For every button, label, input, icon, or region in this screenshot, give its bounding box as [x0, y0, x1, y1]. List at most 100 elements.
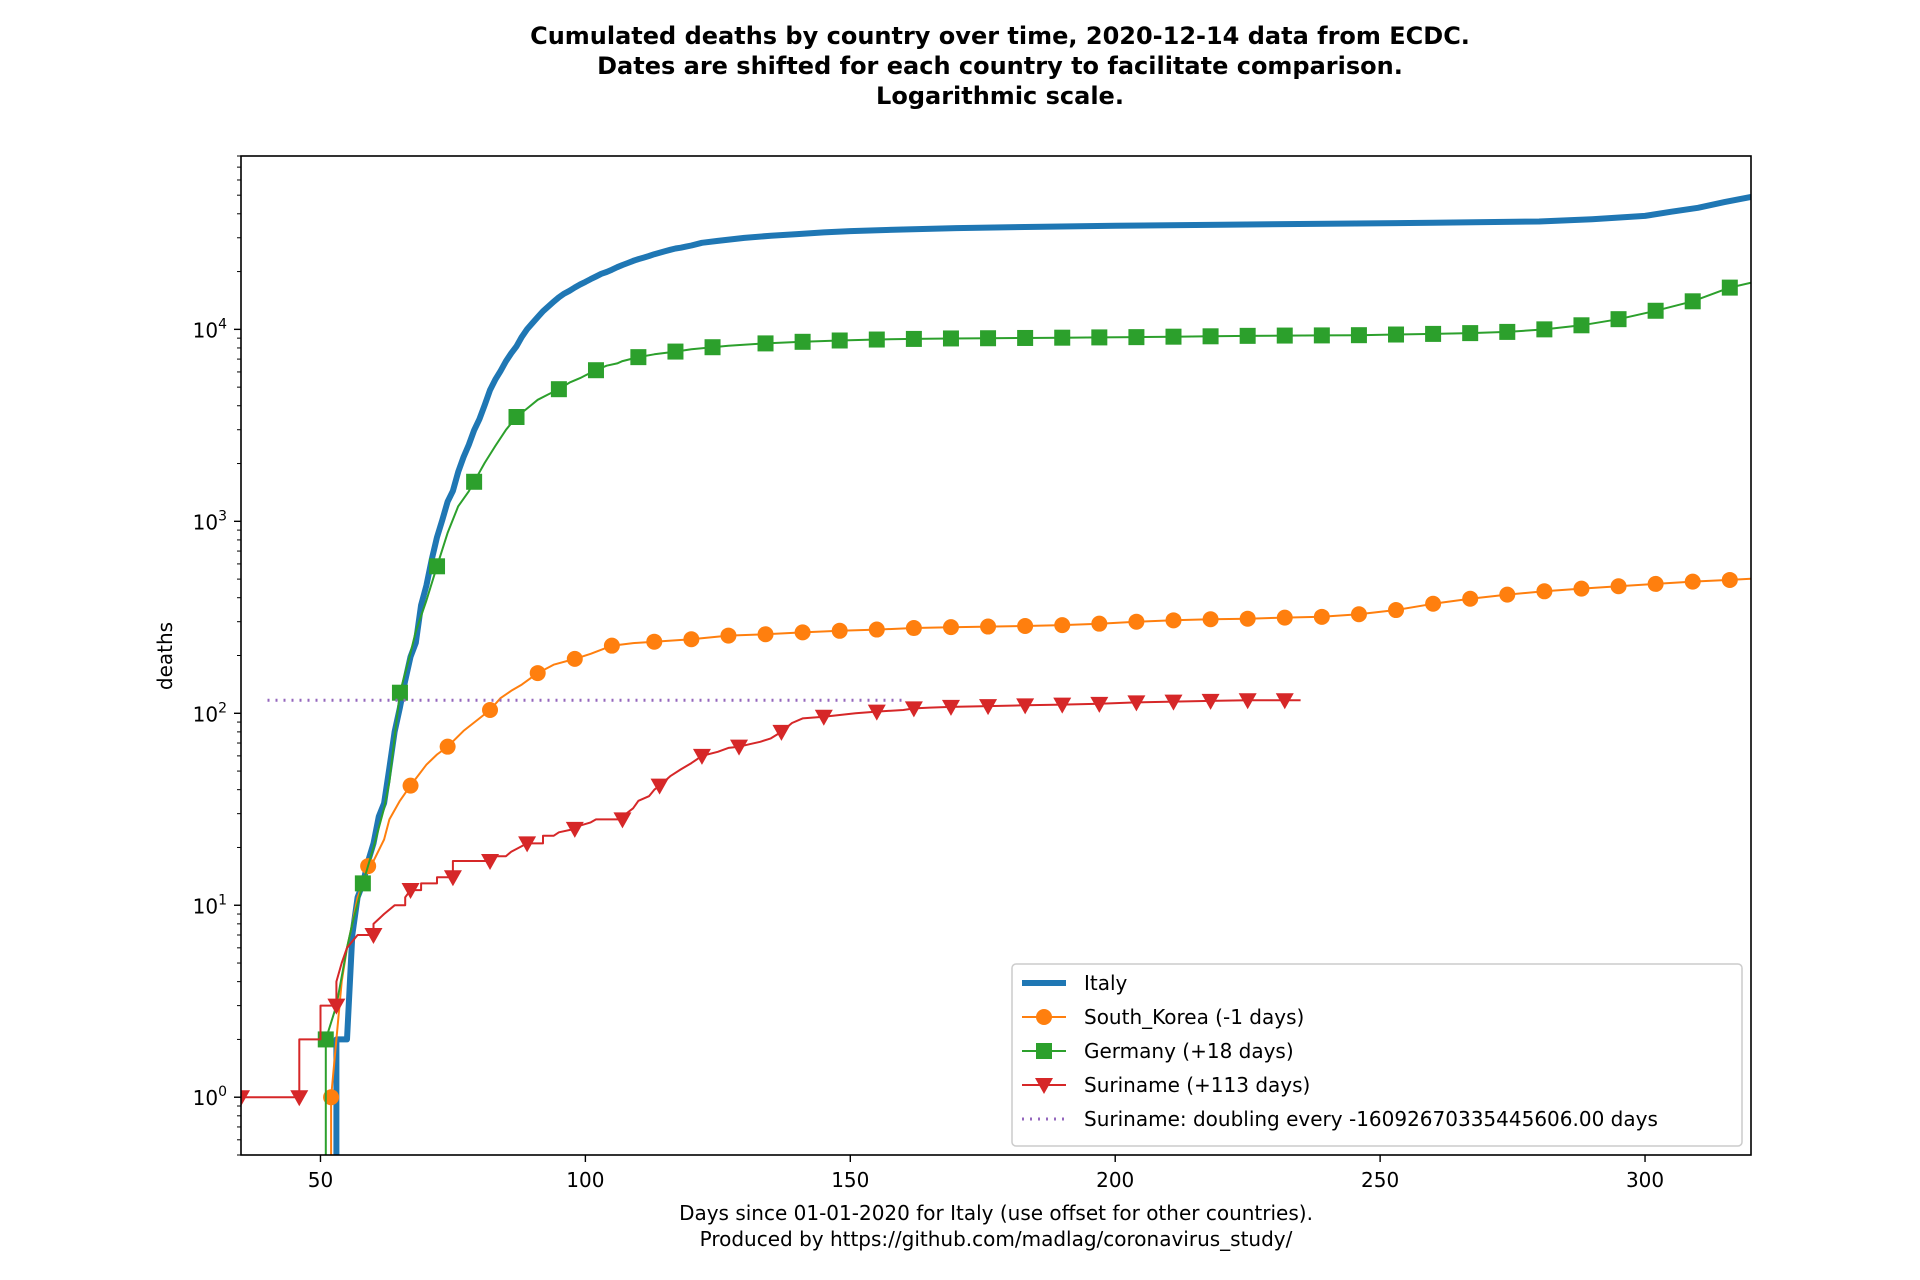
y-tick-label-2: 102 — [193, 700, 227, 726]
series-2-point-65 — [1721, 279, 1738, 296]
series-1-point-25 — [566, 650, 583, 667]
series-1-point-36 — [905, 620, 922, 637]
series-1-point-45 — [1239, 610, 1256, 627]
legend-label-4: Suriname: doubling every -16092670335445… — [1084, 1107, 1658, 1131]
series-3-point-16 — [401, 883, 420, 900]
series-2-point-41 — [831, 332, 848, 349]
series-2-point-1 — [317, 1031, 334, 1048]
series-2-point-39 — [757, 335, 774, 352]
series-1-point-42 — [1128, 613, 1145, 630]
series-2-point-47 — [1054, 329, 1071, 346]
legend: Italy South_Korea (-1 days) Germany (+18 d… — [1011, 963, 1743, 1147]
series-3-point-68 — [1127, 695, 1146, 712]
series-3-point-46 — [692, 748, 711, 765]
series-3-point-53 — [772, 724, 791, 741]
series-3-point-70 — [1201, 693, 1220, 710]
series-1-point-29 — [646, 633, 663, 650]
series-1-point-41 — [1091, 615, 1108, 632]
series-2-point-61 — [1573, 317, 1590, 334]
series-1-point-56 — [1647, 575, 1664, 592]
series-2-point-64 — [1684, 293, 1701, 310]
legend-marker-2 — [1036, 1043, 1052, 1059]
series-2-point-21 — [508, 409, 525, 426]
series-2-point-9 — [391, 684, 408, 701]
series-1-point-34 — [831, 622, 848, 639]
series-2-point-59 — [1499, 323, 1516, 340]
series-2-point-63 — [1647, 302, 1664, 319]
series-3-point-0 — [241, 1090, 250, 1107]
x-tick-label-5: 300 — [1626, 1168, 1664, 1192]
legend-marker-3 — [1035, 1078, 1053, 1094]
series-1-point-35 — [868, 621, 885, 638]
series-2-point-43 — [905, 330, 922, 347]
series-1-point-44 — [1202, 611, 1219, 628]
series-2-point-53 — [1276, 327, 1293, 344]
series-1-point-50 — [1425, 595, 1442, 612]
y-axis-label: deaths — [153, 622, 177, 690]
series-2-point-5 — [354, 875, 371, 892]
series-1-point-43 — [1165, 612, 1182, 629]
series-2-point-46 — [1017, 329, 1034, 346]
series-3-point-71 — [1238, 693, 1257, 710]
series-3-point-10 — [364, 927, 383, 944]
series-1-point-37 — [942, 619, 959, 636]
series-layer — [241, 193, 1751, 1155]
series-3-point-69 — [1164, 694, 1183, 711]
series-2-point-33 — [630, 349, 647, 366]
series-1-point-58 — [1721, 571, 1738, 588]
series-2-point-51 — [1202, 328, 1219, 345]
y-tick-label-1: 101 — [193, 892, 227, 918]
chart-title: Cumulated deaths by country over time, 2… — [530, 22, 1470, 110]
series-2-point-40 — [794, 333, 811, 350]
series-3-point-59 — [867, 704, 886, 721]
x-tick-label-4: 250 — [1361, 1168, 1399, 1192]
series-3-point-65 — [1016, 698, 1035, 715]
series-2-point-44 — [942, 330, 959, 347]
series-2-point-29 — [587, 362, 604, 379]
series-2-point-42 — [868, 331, 885, 348]
series-line-0 — [333, 193, 1751, 1155]
series-3-point-1 — [290, 1090, 309, 1107]
series-3 — [241, 693, 1301, 1107]
series-2-point-50 — [1165, 328, 1182, 345]
series-2-point-25 — [550, 381, 567, 398]
legend-marker-1 — [1036, 1009, 1052, 1025]
series-1-point-32 — [757, 626, 774, 643]
series-1-point-46 — [1276, 609, 1293, 626]
chart-title-line-3: Logarithmic scale. — [876, 82, 1124, 110]
series-1-point-54 — [1573, 580, 1590, 597]
legend-label-3: Suriname (+113 days) — [1084, 1073, 1310, 1097]
series-1-point-49 — [1388, 602, 1405, 619]
legend-label-2: Germany (+18 days) — [1084, 1039, 1294, 1063]
series-2-point-48 — [1091, 329, 1108, 346]
series-2-point-54 — [1313, 327, 1330, 344]
series-2-point-17 — [466, 473, 483, 490]
series-2-point-56 — [1388, 326, 1405, 343]
series-1-point-40 — [1054, 617, 1071, 634]
y-axis: 100 101 102 103 104 — [193, 155, 241, 1156]
series-3-point-66 — [1053, 697, 1072, 714]
series-1-point-39 — [1017, 617, 1034, 634]
series-2-point-55 — [1350, 327, 1367, 344]
series-1-point-55 — [1610, 578, 1627, 595]
series-2-point-60 — [1536, 321, 1553, 338]
series-1-point-51 — [1462, 590, 1479, 607]
legend-label-1: South_Korea (-1 days) — [1084, 1005, 1304, 1029]
y-tick-label-3: 103 — [193, 508, 227, 534]
series-2 — [317, 279, 1751, 1155]
series-2-point-13 — [429, 558, 446, 575]
series-2-point-49 — [1128, 329, 1145, 346]
series-1-point-13 — [402, 777, 419, 794]
series-3-point-56 — [814, 709, 833, 726]
x-axis-label-line-1: Days since 01-01-2020 for Italy (use off… — [679, 1201, 1313, 1225]
series-1-point-23 — [529, 665, 546, 682]
series-1-point-52 — [1499, 586, 1516, 603]
series-1-point-19 — [482, 702, 499, 719]
x-tick-label-0: 50 — [308, 1168, 333, 1192]
series-3-point-72 — [1275, 693, 1294, 710]
series-2-point-45 — [980, 330, 997, 347]
series-3-point-32 — [565, 821, 584, 838]
legend-box — [1011, 963, 1743, 1147]
chart-title-line-1: Cumulated deaths by country over time, 2… — [530, 22, 1470, 50]
series-1-point-48 — [1350, 606, 1367, 623]
